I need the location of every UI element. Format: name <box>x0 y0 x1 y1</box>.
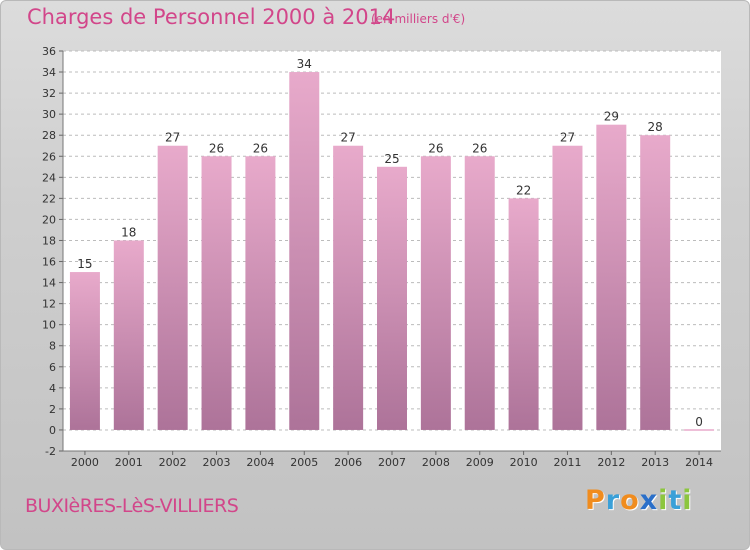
bar <box>464 156 495 430</box>
bar <box>333 145 364 430</box>
data-label: 26 <box>428 141 443 155</box>
x-tick-label: 2002 <box>159 456 187 469</box>
y-tick-label: 16 <box>42 256 56 269</box>
y-tick-label: -2 <box>45 445 56 458</box>
x-tick-label: 2003 <box>203 456 231 469</box>
bar <box>69 272 100 430</box>
logo-letter: o <box>620 485 640 516</box>
x-tick-label: 2013 <box>641 456 669 469</box>
data-label: 28 <box>648 120 663 134</box>
y-tick-label: 20 <box>42 213 56 226</box>
y-tick-label: 22 <box>42 192 56 205</box>
y-tick-label: 8 <box>49 340 56 353</box>
x-tick-label: 2001 <box>115 456 143 469</box>
x-tick-label: 2012 <box>597 456 625 469</box>
x-tick-label: 2007 <box>378 456 406 469</box>
data-label: 27 <box>165 131 180 145</box>
bar <box>552 145 583 430</box>
y-tick-label: 24 <box>42 171 56 184</box>
y-tick-label: 32 <box>42 87 56 100</box>
logo-letter: i <box>658 485 669 516</box>
data-label: 25 <box>384 152 399 166</box>
data-label: 27 <box>340 131 355 145</box>
y-tick-label: 12 <box>42 298 56 311</box>
logo-letter: P <box>585 485 606 516</box>
bars <box>69 72 715 431</box>
bar <box>640 135 671 430</box>
data-label: 22 <box>516 183 531 197</box>
bar <box>596 124 627 430</box>
y-tick-label: 30 <box>42 108 56 121</box>
logo-letter: t <box>668 485 683 516</box>
data-label: 34 <box>297 57 312 71</box>
logo-letter: x <box>639 485 659 516</box>
data-label: 26 <box>253 141 268 155</box>
y-tick-label: 2 <box>49 403 56 416</box>
x-tick-label: 2006 <box>334 456 362 469</box>
data-label: 26 <box>209 141 224 155</box>
proxiti-logo[interactable]: Proxiti <box>585 485 693 516</box>
x-tick-label: 2004 <box>246 456 274 469</box>
x-tick-label: 2005 <box>290 456 318 469</box>
x-tick-label: 2011 <box>553 456 581 469</box>
chart-title: Charges de Personnel 2000 à 2014 <box>27 5 396 29</box>
bar <box>289 72 320 430</box>
data-label: 29 <box>604 110 619 124</box>
bar <box>113 240 144 430</box>
x-tick-label: 2009 <box>466 456 494 469</box>
bar <box>157 145 188 430</box>
logo-letter: r <box>605 485 621 516</box>
bar <box>201 156 232 430</box>
bar <box>420 156 451 430</box>
y-tick-label: 34 <box>42 66 56 79</box>
x-tick-label: 2014 <box>685 456 713 469</box>
bar <box>245 156 276 430</box>
data-label: 18 <box>121 225 136 239</box>
y-tick-label: 10 <box>42 319 56 332</box>
logo-letter: i <box>682 485 693 516</box>
y-tick-label: 36 <box>42 45 56 58</box>
y-tick-label: 28 <box>42 129 56 142</box>
x-tick-label: 2000 <box>71 456 99 469</box>
x-tick-label: 2008 <box>422 456 450 469</box>
data-labels: 15 18 27 26 26 34 27 25 26 26 22 27 29 28 0 <box>77 57 703 429</box>
x-tick-labels: 2000 2001 2002 2003 2004 2005 2006 2007 2008 2009… <box>71 451 713 469</box>
chart-subtitle: (en milliers d'€) <box>371 12 466 26</box>
y-tick-label: 14 <box>42 277 56 290</box>
y-tick-label: 18 <box>42 234 56 247</box>
data-label: 26 <box>472 141 487 155</box>
x-tick-label: 2010 <box>510 456 538 469</box>
bar <box>377 166 407 430</box>
bar <box>508 198 539 430</box>
data-label: 0 <box>695 415 703 429</box>
commune-name: BUXIèRES-LèS-VILLIERS <box>25 495 239 517</box>
data-label: 27 <box>560 131 575 145</box>
y-tick-label: 26 <box>42 150 56 163</box>
y-tick-label: 0 <box>49 424 56 437</box>
data-label: 15 <box>77 257 92 271</box>
y-tick-label: 4 <box>49 382 56 395</box>
y-tick-label: 6 <box>49 361 56 374</box>
